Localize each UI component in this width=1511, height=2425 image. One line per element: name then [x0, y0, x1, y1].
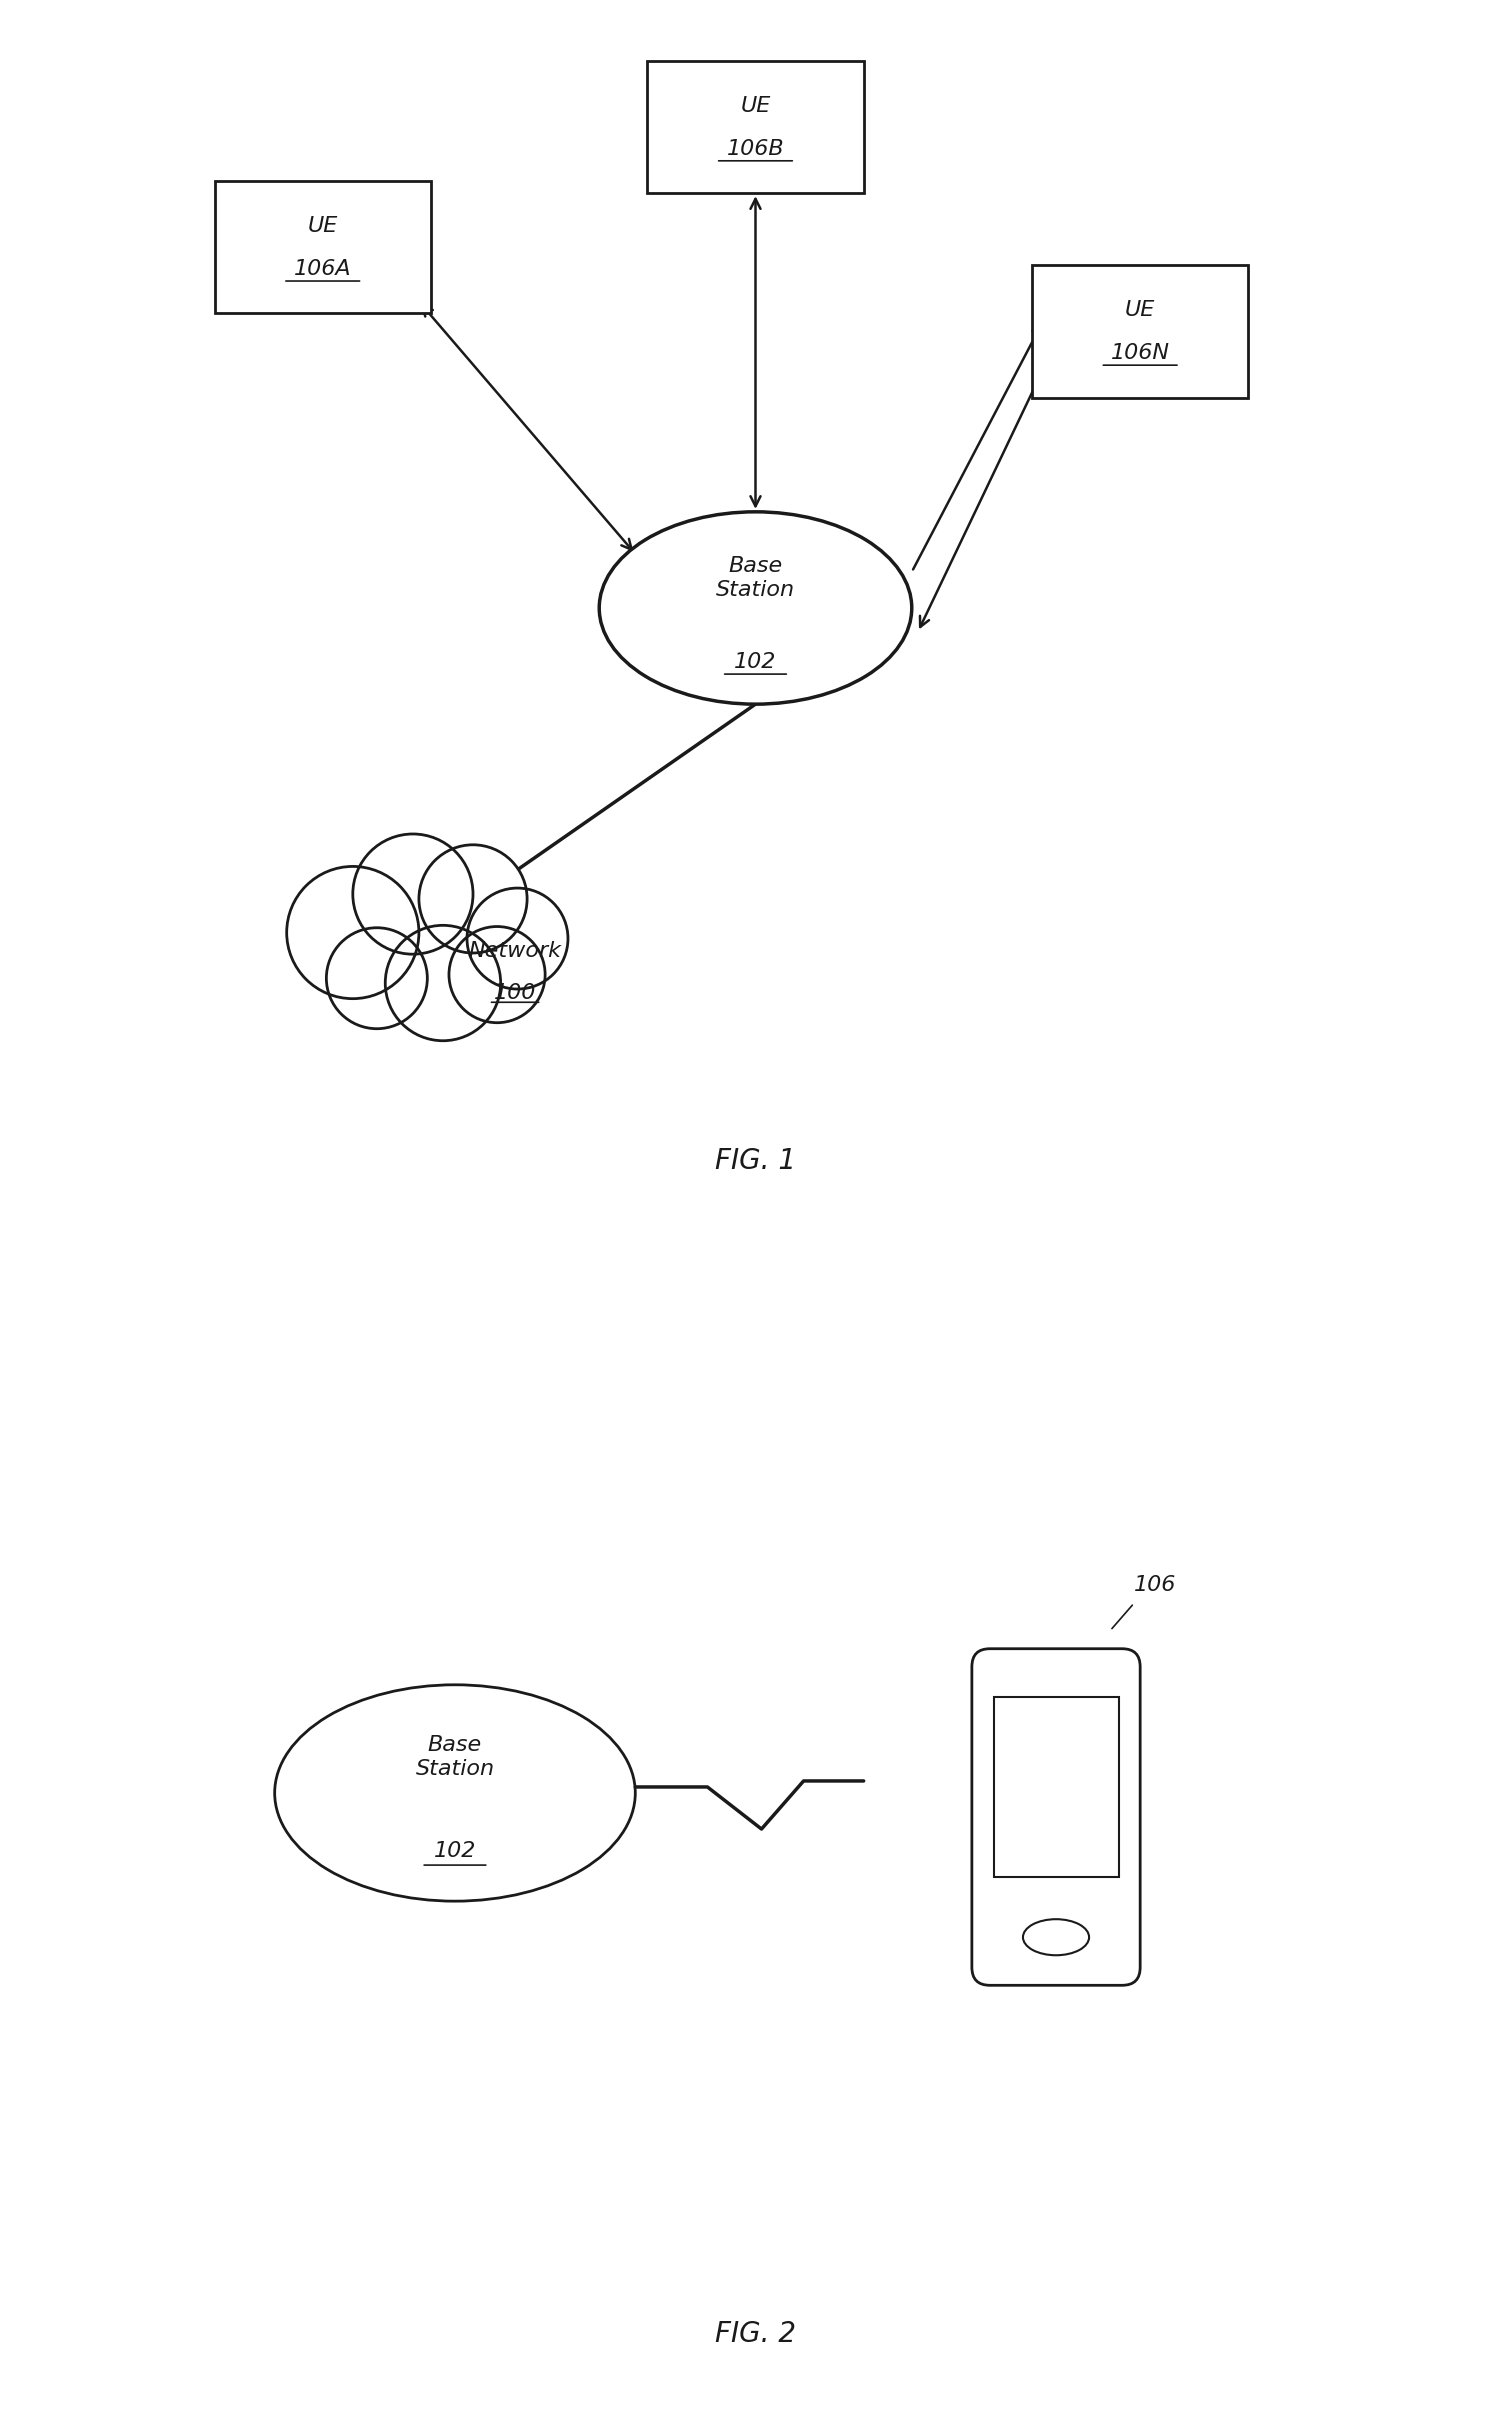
FancyBboxPatch shape [972, 1649, 1141, 1986]
Circle shape [449, 926, 545, 1023]
Text: Base
Station: Base Station [716, 555, 795, 599]
Text: 102: 102 [434, 1841, 476, 1860]
Ellipse shape [600, 512, 911, 703]
Text: UE: UE [308, 216, 338, 235]
Text: Network: Network [468, 941, 562, 960]
Text: 100: 100 [494, 982, 536, 1002]
Text: 106N: 106N [1111, 344, 1170, 364]
Circle shape [419, 844, 527, 953]
Circle shape [385, 926, 500, 1040]
Text: UE: UE [1126, 301, 1156, 320]
Text: 102: 102 [734, 652, 777, 672]
Circle shape [287, 866, 419, 999]
Text: 106: 106 [1135, 1574, 1177, 1596]
Ellipse shape [275, 1685, 635, 1901]
Text: UE: UE [740, 95, 771, 116]
FancyBboxPatch shape [1032, 264, 1248, 398]
Text: 106A: 106A [295, 259, 352, 279]
Circle shape [352, 834, 473, 953]
Text: 106B: 106B [727, 138, 784, 158]
Text: FIG. 2: FIG. 2 [715, 2321, 796, 2347]
FancyBboxPatch shape [215, 182, 431, 313]
FancyBboxPatch shape [994, 1698, 1118, 1877]
Ellipse shape [1023, 1918, 1089, 1955]
Text: FIG. 1: FIG. 1 [715, 1147, 796, 1176]
Text: Base
Station: Base Station [416, 1736, 494, 1778]
FancyBboxPatch shape [647, 61, 864, 194]
Circle shape [326, 929, 428, 1028]
Circle shape [467, 888, 568, 989]
